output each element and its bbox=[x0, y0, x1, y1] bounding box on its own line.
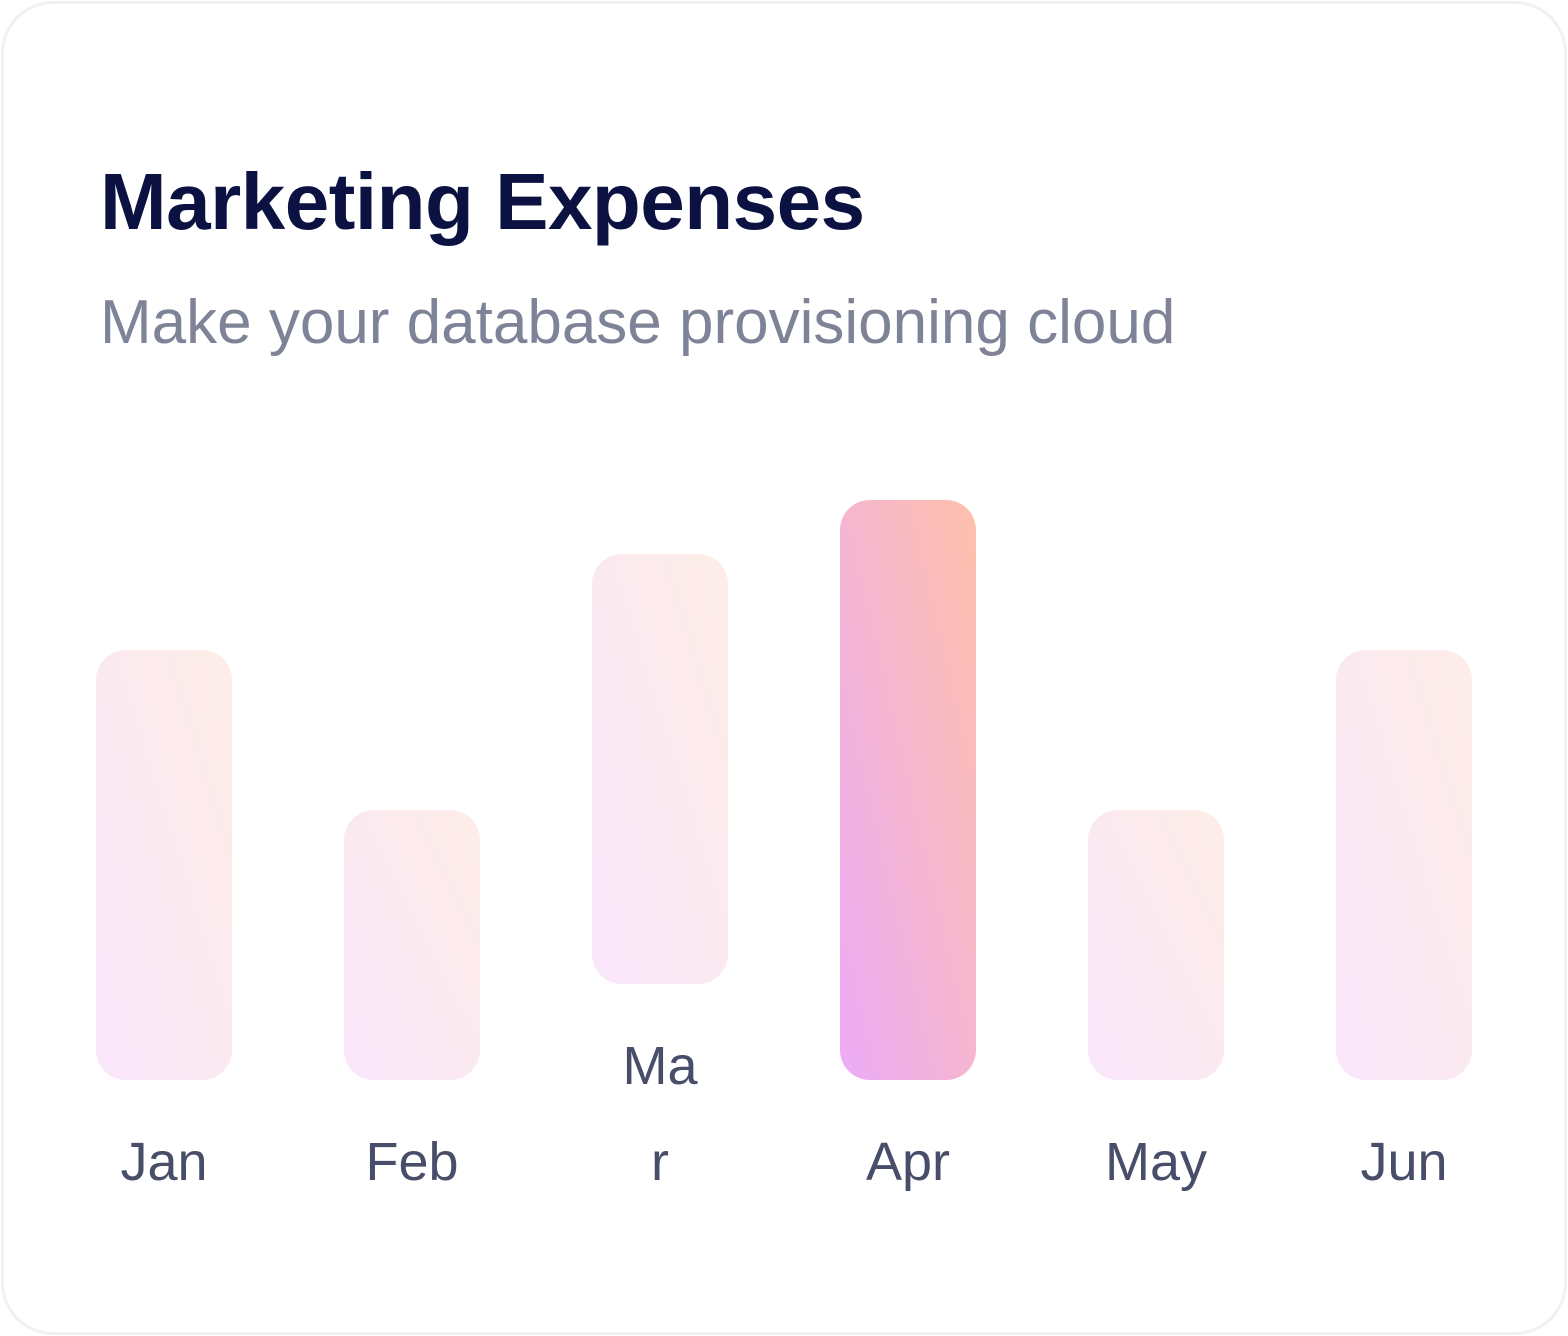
chart-subtitle: Make your database provisioning cloud bbox=[100, 288, 1176, 357]
x-tick-label-jan: Jan bbox=[120, 1132, 207, 1192]
x-tick-label-may: May bbox=[1105, 1132, 1207, 1192]
bar-may[interactable] bbox=[1088, 810, 1224, 1080]
x-tick-label-line: Jan bbox=[120, 1132, 207, 1192]
x-tick-label-feb: Feb bbox=[365, 1132, 458, 1192]
x-tick-label-line: Ma bbox=[622, 1036, 698, 1096]
bar-jan[interactable] bbox=[96, 650, 232, 1080]
x-tick-label-mar: Ma r bbox=[622, 1036, 698, 1192]
bar-jun[interactable] bbox=[1336, 650, 1472, 1080]
chart-title: Marketing Expenses bbox=[100, 157, 865, 246]
x-tick-label-line: Feb bbox=[365, 1132, 458, 1192]
x-tick-label-jun: Jun bbox=[1360, 1132, 1447, 1192]
x-tick-label-line: Apr bbox=[866, 1132, 950, 1192]
x-tick-label-line: Jun bbox=[1360, 1132, 1447, 1192]
bar-feb[interactable] bbox=[344, 810, 480, 1080]
x-tick-label-line: May bbox=[1105, 1132, 1207, 1192]
bar-apr[interactable] bbox=[840, 500, 976, 1080]
x-tick-label-line: r bbox=[651, 1132, 669, 1192]
bar-mar[interactable] bbox=[592, 554, 728, 984]
x-tick-label-apr: Apr bbox=[866, 1132, 950, 1192]
